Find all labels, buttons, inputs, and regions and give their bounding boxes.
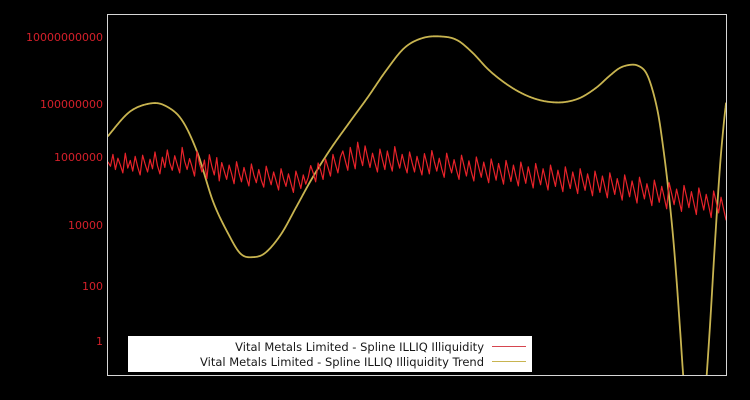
y-tick-label: 1 bbox=[96, 335, 103, 348]
legend-color-swatch bbox=[492, 361, 526, 362]
y-tick-label: 100 bbox=[82, 280, 103, 293]
y-axis-tick-labels: 10000000000 100000000 1000000 10000 100 … bbox=[0, 0, 103, 400]
plot-area bbox=[107, 14, 727, 376]
legend-entry: Vital Metals Limited - Spline ILLIQ Illi… bbox=[134, 339, 526, 354]
illiquidity-line-group bbox=[108, 141, 726, 221]
legend-entry: Vital Metals Limited - Spline ILLIQ Illi… bbox=[134, 354, 526, 369]
trend-line-group bbox=[108, 35, 726, 375]
y-tick-label: 10000 bbox=[68, 219, 103, 232]
illiquidity-line-path bbox=[108, 141, 726, 221]
y-tick-label: 100000000 bbox=[40, 98, 103, 111]
y-tick-label: 1000000 bbox=[54, 151, 103, 164]
legend-color-swatch bbox=[492, 346, 526, 347]
trend-line-path bbox=[108, 35, 726, 375]
legend-label: Vital Metals Limited - Spline ILLIQ Illi… bbox=[200, 354, 484, 369]
legend-label: Vital Metals Limited - Spline ILLIQ Illi… bbox=[235, 339, 484, 354]
y-tick-label: 10000000000 bbox=[26, 31, 103, 44]
chart-legend: Vital Metals Limited - Spline ILLIQ Illi… bbox=[128, 336, 532, 372]
plot-canvas bbox=[108, 35, 726, 375]
